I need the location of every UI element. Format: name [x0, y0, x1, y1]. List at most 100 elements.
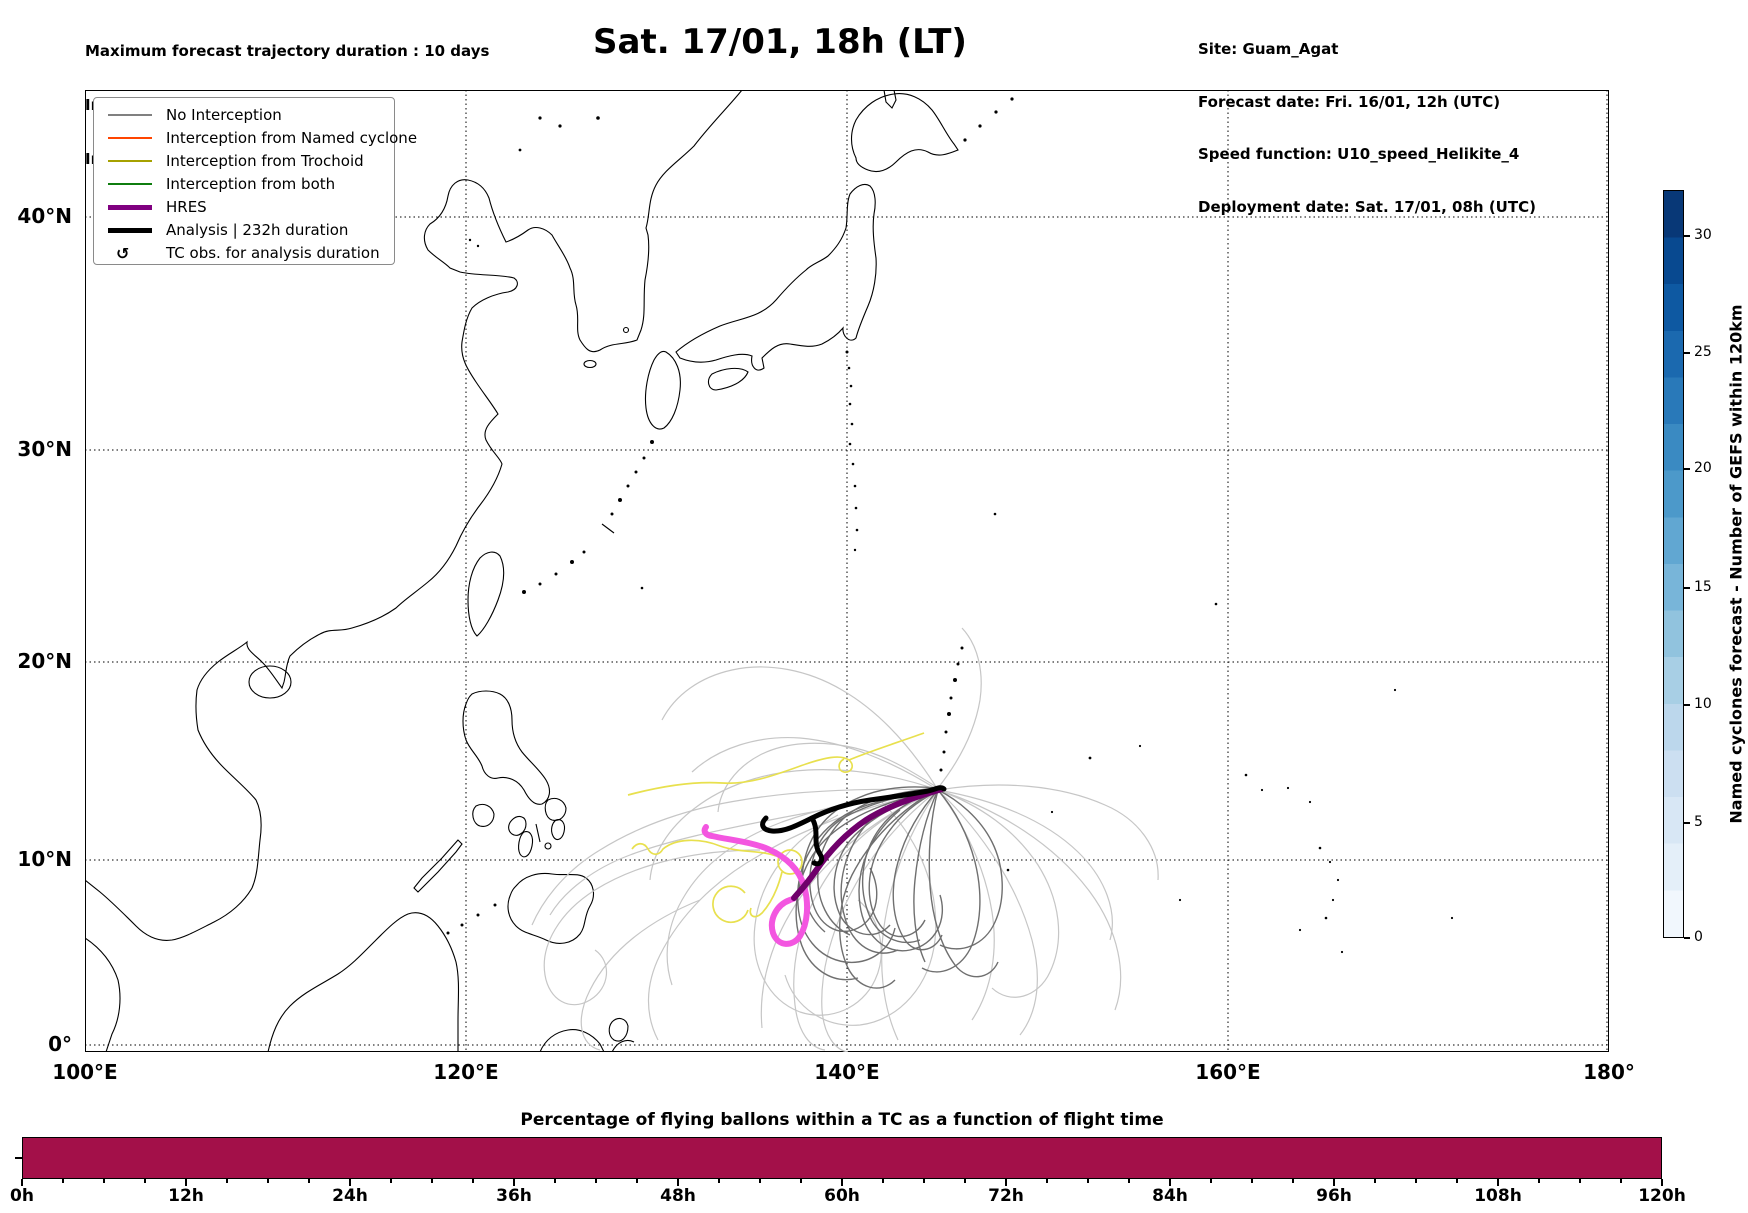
hres-track-pink: [701, 824, 811, 947]
time-minor-tick: [308, 1179, 310, 1183]
time-tick-96h: 96h: [1316, 1186, 1352, 1206]
time-minor-tick: [431, 1179, 433, 1183]
legend-label: No Interception: [166, 106, 282, 124]
legend-label: Interception from both: [166, 175, 336, 193]
legend-item-both: Interception from both: [94, 173, 394, 196]
time-tick-mark: [21, 1179, 23, 1186]
colorbar-tick-30: 30: [1694, 227, 1712, 243]
lon-label-120: 120°E: [433, 1060, 499, 1084]
time-minor-tick: [1292, 1179, 1294, 1183]
hres-track-purple: [791, 786, 945, 901]
legend-label: Interception from Named cyclone: [166, 129, 418, 147]
legend-item-hres: HRES: [94, 196, 394, 219]
time-tick-mark: [1497, 1179, 1499, 1186]
time-tick-12h: 12h: [168, 1186, 204, 1206]
time-minor-tick: [636, 1179, 638, 1183]
time-tick-24h: 24h: [332, 1186, 368, 1206]
time-tick-48h: 48h: [660, 1186, 696, 1206]
time-tick-mark: [1333, 1179, 1335, 1186]
time-minor-tick: [964, 1179, 966, 1183]
colorbar-tick-mark: [1684, 235, 1690, 237]
trochoid-line-swatch: [108, 160, 152, 162]
time-minor-tick: [144, 1179, 146, 1183]
legend-label: Analysis | 232h duration: [166, 221, 349, 239]
no-interception-line-swatch: [108, 114, 152, 116]
hres-line-swatch: [108, 205, 152, 210]
map-legend: No Interception Interception from Named …: [93, 97, 417, 265]
lon-label-140: 140°E: [814, 1060, 880, 1084]
lat-label-20: 20°N: [17, 649, 72, 673]
colorbar-tick-mark: [1684, 704, 1690, 706]
lon-label-100: 100°E: [52, 1060, 118, 1084]
time-minor-tick: [595, 1179, 597, 1183]
legend-item-analysis: Analysis | 232h duration: [94, 219, 394, 242]
time-minor-tick: [1620, 1179, 1622, 1183]
info-block-right: Site: Guam_Agat Forecast date: Fri. 16/0…: [1198, 6, 1536, 234]
figure-title: Sat. 17/01, 18h (LT): [593, 22, 967, 62]
time-minor-tick: [390, 1179, 392, 1183]
forecast-date-text: Forecast date: Fri. 16/01, 12h (UTC): [1198, 92, 1501, 111]
analysis-track: [760, 785, 947, 867]
time-minor-tick: [1128, 1179, 1130, 1183]
time-minor-tick: [882, 1179, 884, 1183]
colorbar-tick-mark: [1684, 587, 1690, 589]
lat-label-40: 40°N: [17, 204, 72, 228]
map-canvas: [85, 90, 1609, 1052]
both-line-swatch: [108, 183, 152, 185]
time-tick-mark: [841, 1179, 843, 1186]
colorbar-tick-25: 25: [1694, 344, 1712, 360]
tc-obs-icon: ↺: [116, 244, 130, 263]
time-minor-tick: [1251, 1179, 1253, 1183]
max-duration-text: Maximum forecast trajectory duration : 1…: [85, 42, 490, 60]
time-minor-tick: [267, 1179, 269, 1183]
colorbar-tick-0: 0: [1694, 929, 1703, 945]
lat-label-30: 30°N: [17, 437, 72, 461]
time-tick-mark: [1005, 1179, 1007, 1186]
time-tick-mark: [677, 1179, 679, 1186]
time-minor-tick: [1210, 1179, 1212, 1183]
time-tick-mark: [1169, 1179, 1171, 1186]
time-minor-tick: [554, 1179, 556, 1183]
time-tick-72h: 72h: [988, 1186, 1024, 1206]
time-minor-tick: [62, 1179, 64, 1183]
colorbar-tick-20: 20: [1694, 460, 1712, 476]
time-tick-mark: [185, 1179, 187, 1186]
time-minor-tick: [923, 1179, 925, 1183]
bar-y-tick: [15, 1157, 22, 1159]
colorbar-gradient: [1663, 190, 1684, 938]
time-minor-tick: [472, 1179, 474, 1183]
colorbar-tick-15: 15: [1694, 579, 1712, 595]
colorbar-tick-mark: [1684, 352, 1690, 354]
time-minor-tick: [1087, 1179, 1089, 1183]
time-minor-tick: [1046, 1179, 1048, 1183]
time-tick-36h: 36h: [496, 1186, 532, 1206]
time-tick-mark: [349, 1179, 351, 1186]
colorbar-tick-5: 5: [1694, 814, 1703, 830]
lon-label-180: 180°: [1583, 1060, 1635, 1084]
time-tick-mark: [513, 1179, 515, 1186]
time-minor-tick: [1374, 1179, 1376, 1183]
time-minor-tick: [1538, 1179, 1540, 1183]
lat-label-0: 0°: [48, 1032, 72, 1056]
colorbar-tick-10: 10: [1694, 696, 1712, 712]
time-tick-mark: [1661, 1179, 1663, 1186]
legend-label: HRES: [166, 198, 207, 216]
colorbar-tick-mark: [1684, 468, 1690, 470]
analysis-line-swatch: [108, 228, 152, 233]
lat-label-10: 10°N: [17, 847, 72, 871]
colorbar-tick-mark: [1684, 822, 1690, 824]
time-tick-108h: 108h: [1474, 1186, 1522, 1206]
legend-label: Interception from Trochoid: [166, 152, 364, 170]
legend-item-named-cyclone: Interception from Named cyclone: [94, 127, 417, 150]
deployment-date-text: Deployment date: Sat. 17/01, 08h (UTC): [1198, 197, 1536, 216]
time-minor-tick: [103, 1179, 105, 1183]
lon-label-160: 160°E: [1195, 1060, 1261, 1084]
legend-item-no-interception: No Interception: [94, 104, 394, 127]
colorbar-tick-mark: [1684, 937, 1690, 939]
time-minor-tick: [1579, 1179, 1581, 1183]
time-tick-84h: 84h: [1152, 1186, 1188, 1206]
time-minor-tick: [226, 1179, 228, 1183]
legend-item-tc-obs: ↺ TC obs. for analysis duration: [94, 242, 394, 265]
named-cyclone-line-swatch: [108, 137, 152, 139]
time-tick-120h: 120h: [1638, 1186, 1686, 1206]
